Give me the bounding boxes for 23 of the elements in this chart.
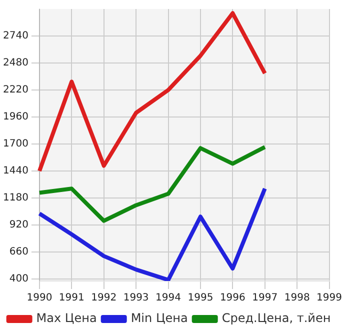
y-tick-label: 1180 [2, 192, 28, 204]
y-tick-label: 400 [9, 274, 28, 285]
x-tick-label: 1997 [252, 292, 278, 304]
y-tick-label: 920 [9, 220, 28, 231]
x-tick-label: 1990 [26, 292, 52, 304]
x-tick-label: 1999 [316, 292, 342, 304]
x-tick-label: 1998 [284, 292, 310, 304]
y-tick-label: 660 [9, 246, 28, 258]
y-tick-label: 1960 [2, 112, 28, 123]
y-tick-label: 2220 [2, 84, 28, 96]
legend-label: Min Цена [130, 311, 188, 326]
y-tick-label: 1440 [2, 166, 28, 177]
legend-label: Max Цена [36, 311, 97, 326]
x-tick-label: 1995 [188, 292, 214, 304]
y-tick-label: 1700 [2, 138, 28, 150]
y-tick-label: 2740 [2, 30, 28, 42]
x-tick-label: 1994 [156, 292, 181, 304]
y-tick-label: 2480 [2, 58, 28, 69]
x-tick-label: 1993 [123, 292, 149, 304]
legend-label: Сред.Цена, т.йен [222, 311, 331, 326]
x-tick-label: 1992 [91, 292, 117, 304]
x-tick-label: 1991 [58, 292, 84, 304]
x-tick-label: 1996 [220, 292, 246, 304]
